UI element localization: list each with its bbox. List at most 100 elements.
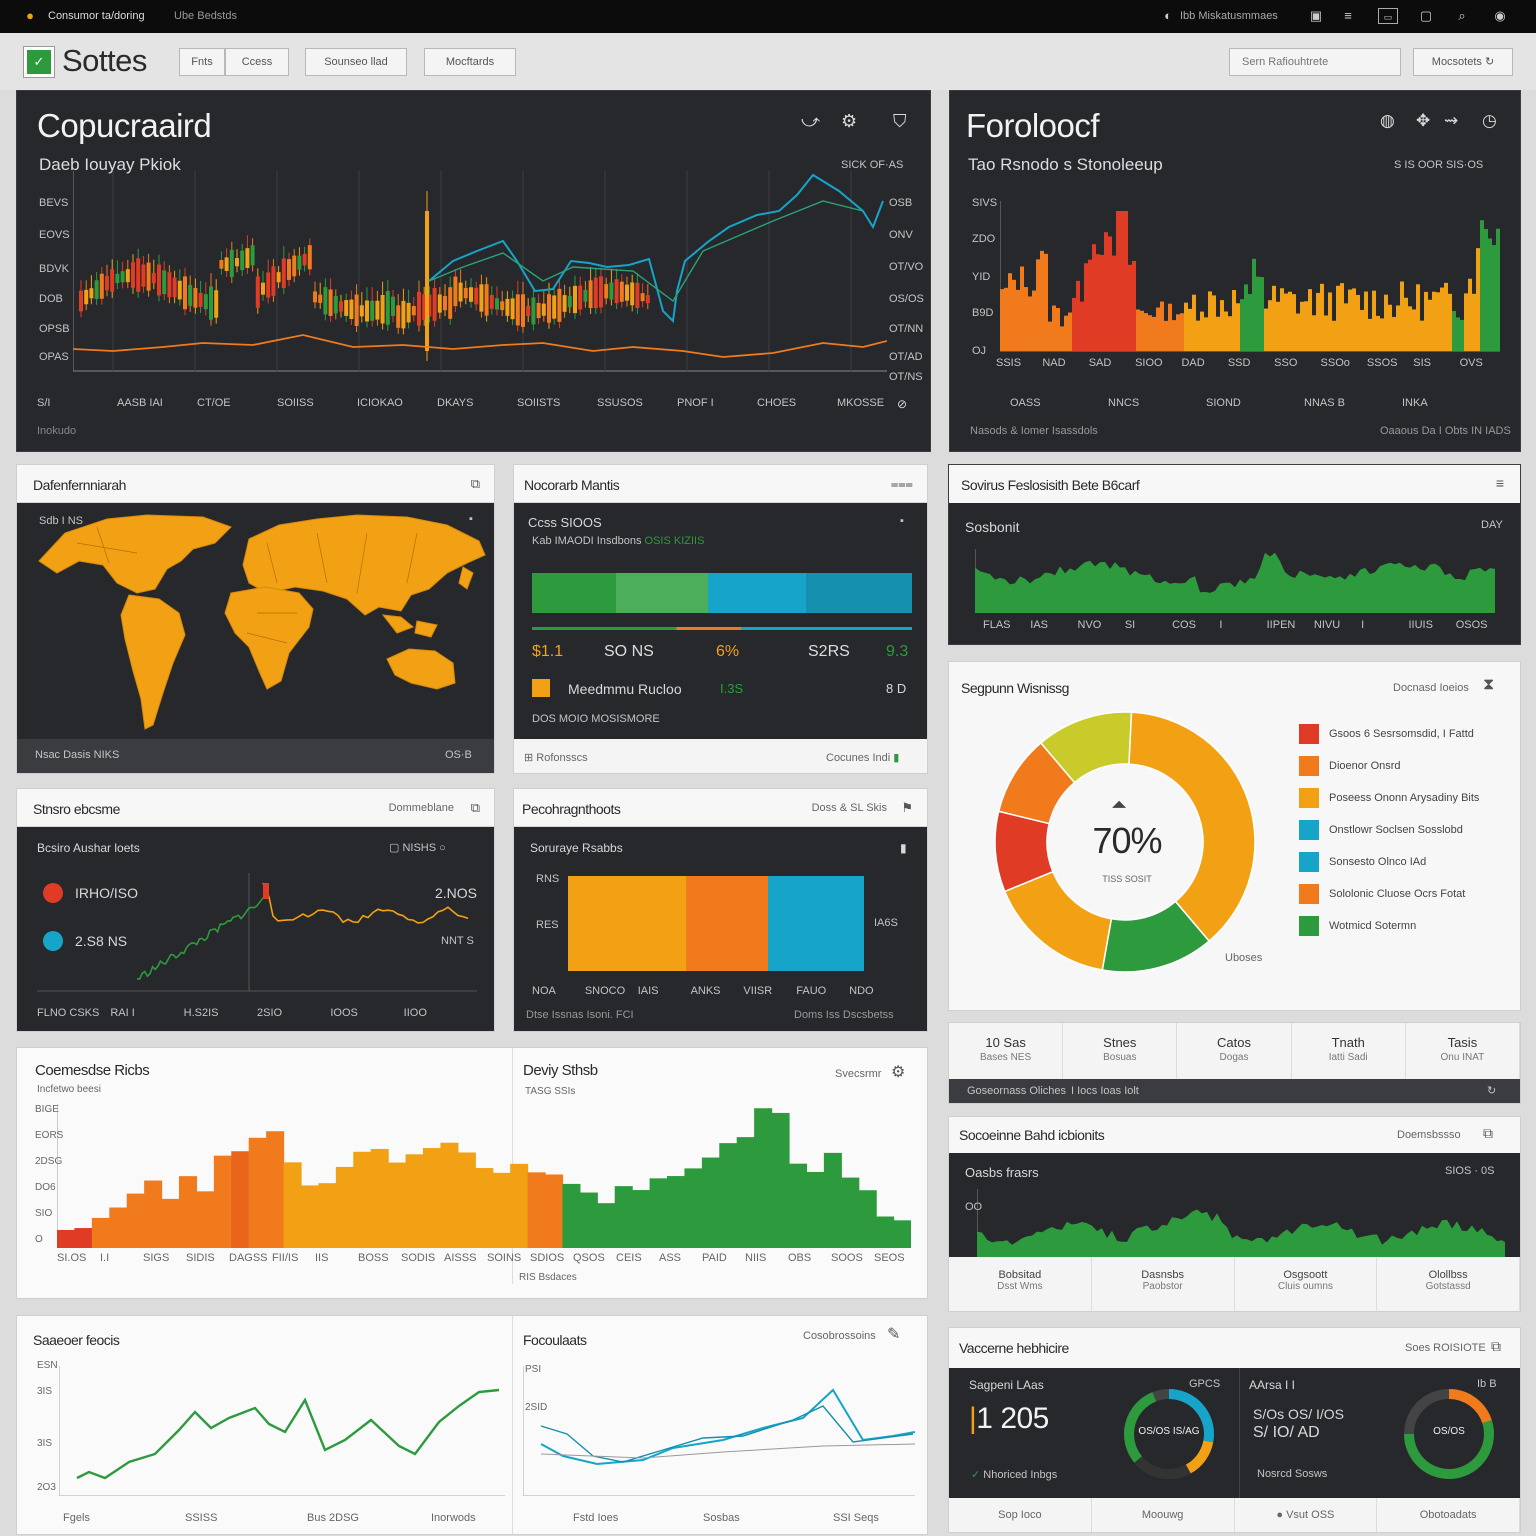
service-column[interactable]: Bobsitad Dsst Wms <box>949 1257 1092 1311</box>
calendar-icon[interactable]: ▣ <box>1309 8 1323 23</box>
settings-icon[interactable]: ⚙ <box>841 111 858 131</box>
candle-body <box>89 288 94 299</box>
signal-chart[interactable] <box>975 549 1499 615</box>
progress-ring-2[interactable] <box>1401 1386 1497 1482</box>
histogram-bar <box>1148 315 1152 351</box>
footer-item[interactable]: Sop Ioco <box>949 1498 1092 1532</box>
user-icon[interactable]: ◉ <box>1494 8 1506 23</box>
image-icon[interactable]: ⧉ <box>1491 1338 1501 1354</box>
toolbar-button-mocftards[interactable]: Mocftards <box>424 48 516 76</box>
chart-icon[interactable]: ⧗ <box>1483 676 1495 693</box>
bar[interactable] <box>686 876 768 971</box>
candle-body <box>432 287 437 321</box>
stat-column[interactable]: Tnath Iatti Sadi <box>1292 1023 1406 1079</box>
candle-body <box>318 294 323 303</box>
menu-icon[interactable]: ≡ <box>1344 8 1352 23</box>
histogram-bar <box>1156 307 1160 351</box>
panel-header: Nocorarb Mantis ⩶ <box>514 465 927 503</box>
flag-icon[interactable]: ⚑ <box>901 800 913 815</box>
donut-slice[interactable] <box>1128 711 1256 943</box>
bar-segment-green[interactable] <box>532 573 616 613</box>
candle-body <box>443 296 447 311</box>
panel-title: Foroloocf <box>966 107 1100 144</box>
bar-segment-teal[interactable] <box>806 573 912 613</box>
map-area[interactable]: Sdb I NS ▪ <box>17 503 494 739</box>
toolbar-button-fnts[interactable]: Fnts <box>179 48 225 76</box>
stock-chart[interactable] <box>37 873 477 993</box>
donut-slice[interactable] <box>1003 870 1113 971</box>
tools-icon[interactable]: ✥ <box>1416 111 1431 130</box>
stacked-bar[interactable] <box>532 573 912 613</box>
refresh-icon[interactable]: ↻ <box>1487 1085 1497 1097</box>
stat-column[interactable]: Catos Dogas <box>1177 1023 1292 1079</box>
candle-body <box>365 300 369 322</box>
service-column[interactable]: Dasnsbs Paobstor <box>1092 1257 1235 1311</box>
search-input[interactable] <box>1229 48 1401 76</box>
toolbar-button-sounseo[interactable]: Sounseo llad <box>305 48 407 76</box>
wifi-icon[interactable]: ◐ <box>1164 8 1172 23</box>
service-column[interactable]: Osgsoott Cluis oumns <box>1235 1257 1378 1311</box>
candle-body <box>79 290 83 312</box>
stat-column[interactable]: Tasis Onu INAT <box>1406 1023 1520 1079</box>
area-bar <box>318 1183 337 1248</box>
menu-icon[interactable]: ≡ <box>1495 475 1504 491</box>
image-icon[interactable]: ⧉ <box>1483 1125 1493 1141</box>
performance-line-chart[interactable] <box>59 1366 505 1496</box>
edit-icon[interactable]: ✎ <box>887 1326 901 1343</box>
bar[interactable] <box>768 876 864 971</box>
candlestick-chart[interactable] <box>73 171 887 381</box>
globe-icon[interactable]: ◍ <box>1380 111 1395 130</box>
toolbar-button-ccess[interactable]: Ccess <box>225 48 289 76</box>
histogram-bar <box>1356 294 1360 351</box>
toolbar-button-right[interactable]: Mocsotets ↻ <box>1413 48 1513 76</box>
candle-body <box>120 271 125 283</box>
image-icon[interactable]: ⧉ <box>470 800 480 815</box>
link-icon[interactable]: ⇝ <box>1444 111 1459 130</box>
donut-slice[interactable] <box>1039 711 1133 784</box>
axis-label: FAUO <box>796 985 827 997</box>
service-chart[interactable] <box>977 1189 1505 1257</box>
candle-body <box>505 298 510 316</box>
service-body: Oasbs frasrs SIOS · 0S OO <box>949 1153 1520 1257</box>
bar-chart[interactable] <box>568 871 872 973</box>
stat-column[interactable]: Stnes Bosuas <box>1063 1023 1178 1079</box>
africa <box>224 586 314 690</box>
service-column[interactable]: Olollbss Gotstassd <box>1377 1257 1520 1311</box>
right-title: AArsa I I <box>1249 1378 1296 1392</box>
stock-panel: Stnsro ebcsme Dommeblane ⧉ Bcsiro Aushar… <box>16 788 495 1032</box>
signal-sub: Sosbonit <box>965 519 1020 535</box>
more-icon[interactable]: ⊘ <box>897 397 908 411</box>
search-icon[interactable]: ⌕ <box>1458 8 1466 23</box>
footer-item[interactable]: Obotoadats <box>1377 1498 1520 1532</box>
stat-column[interactable]: 10 Sas Bases NES <box>949 1023 1064 1079</box>
histogram-chart[interactable] <box>1000 201 1500 355</box>
donut-chart[interactable] <box>993 710 1257 974</box>
bar-segment-blue[interactable] <box>708 573 806 613</box>
forecast-line-chart[interactable] <box>523 1366 915 1496</box>
market-area-chart[interactable] <box>57 1104 911 1248</box>
histogram-bar <box>1068 312 1072 351</box>
share-icon[interactable]: ⤻ <box>801 111 821 131</box>
footer-item[interactable]: Moouwg <box>1092 1498 1235 1532</box>
system-bar: ● Consumor ta/doring Ube Bedstds ◐ Ibb M… <box>0 0 1536 33</box>
histogram-bar <box>1284 293 1288 351</box>
candle-body <box>105 276 109 291</box>
option-icon[interactable]: ▮ <box>900 841 907 855</box>
settings-icon[interactable]: ⚙ <box>891 1064 906 1081</box>
panel-meta: Dommeblane <box>388 802 454 814</box>
option-icon[interactable]: ▪ <box>900 515 904 527</box>
shield-icon[interactable]: ⛉ <box>893 111 907 131</box>
screen-icon[interactable]: ▭ <box>1378 8 1398 24</box>
bar[interactable] <box>568 876 686 971</box>
area-bar <box>144 1180 163 1248</box>
histogram-bar <box>1436 292 1440 351</box>
layers-icon[interactable]: ⩶ <box>890 476 913 491</box>
window-icon[interactable]: ▢ <box>1419 8 1433 23</box>
bar-segment-lightgreen[interactable] <box>616 573 708 613</box>
image-icon[interactable]: ⧉ <box>470 476 480 491</box>
y-tick: 2SID <box>525 1402 548 1413</box>
progress-ring-1[interactable] <box>1121 1386 1217 1482</box>
clock-icon[interactable]: ◷ <box>1482 111 1497 130</box>
footer-item[interactable]: ● Vsut OSS <box>1235 1498 1378 1532</box>
map-option-icon[interactable]: ▪ <box>469 513 473 525</box>
